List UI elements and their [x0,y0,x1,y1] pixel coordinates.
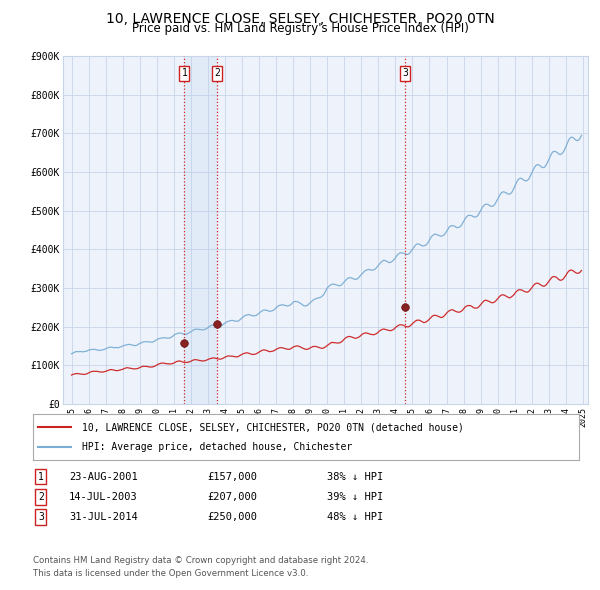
Text: 23-AUG-2001: 23-AUG-2001 [69,472,138,481]
Text: 3: 3 [38,512,44,522]
Text: HPI: Average price, detached house, Chichester: HPI: Average price, detached house, Chic… [82,442,352,453]
Text: 3: 3 [403,68,408,78]
Text: £157,000: £157,000 [207,472,257,481]
Text: 14-JUL-2003: 14-JUL-2003 [69,492,138,502]
Text: 38% ↓ HPI: 38% ↓ HPI [327,472,383,481]
Text: Price paid vs. HM Land Registry's House Price Index (HPI): Price paid vs. HM Land Registry's House … [131,22,469,35]
Text: 10, LAWRENCE CLOSE, SELSEY, CHICHESTER, PO20 0TN: 10, LAWRENCE CLOSE, SELSEY, CHICHESTER, … [106,12,494,26]
Text: 2: 2 [214,68,220,78]
Text: 2: 2 [38,492,44,502]
Text: 10, LAWRENCE CLOSE, SELSEY, CHICHESTER, PO20 0TN (detached house): 10, LAWRENCE CLOSE, SELSEY, CHICHESTER, … [82,422,464,432]
Text: £207,000: £207,000 [207,492,257,502]
Text: 31-JUL-2014: 31-JUL-2014 [69,512,138,522]
Text: 48% ↓ HPI: 48% ↓ HPI [327,512,383,522]
Text: Contains HM Land Registry data © Crown copyright and database right 2024.: Contains HM Land Registry data © Crown c… [33,556,368,565]
Text: £250,000: £250,000 [207,512,257,522]
Text: 1: 1 [38,472,44,481]
Bar [184,56,217,404]
Text: This data is licensed under the Open Government Licence v3.0.: This data is licensed under the Open Gov… [33,569,308,578]
Text: 39% ↓ HPI: 39% ↓ HPI [327,492,383,502]
Text: 1: 1 [181,68,187,78]
